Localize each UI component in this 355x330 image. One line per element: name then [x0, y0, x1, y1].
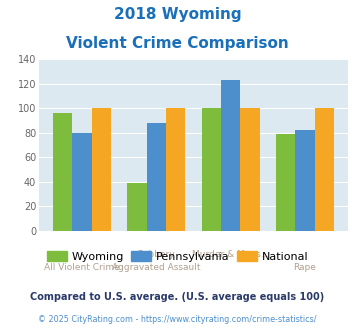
Bar — [92, 109, 111, 231]
Bar — [240, 109, 260, 231]
Bar — [276, 134, 295, 231]
Bar — [295, 130, 315, 231]
Text: Robbery: Robbery — [137, 250, 175, 259]
Bar — [147, 123, 166, 231]
Bar — [221, 80, 240, 231]
Bar — [315, 109, 334, 231]
Bar — [53, 113, 72, 231]
Bar — [166, 109, 185, 231]
Bar — [202, 109, 221, 231]
Text: Murder & Mans...: Murder & Mans... — [192, 250, 269, 259]
Text: Violent Crime Comparison: Violent Crime Comparison — [66, 36, 289, 51]
Bar — [72, 133, 92, 231]
Text: Rape: Rape — [294, 263, 316, 272]
Text: Aggravated Assault: Aggravated Assault — [112, 263, 201, 272]
Text: Compared to U.S. average. (U.S. average equals 100): Compared to U.S. average. (U.S. average … — [31, 292, 324, 302]
Text: All Violent Crime: All Violent Crime — [44, 263, 120, 272]
Text: © 2025 CityRating.com - https://www.cityrating.com/crime-statistics/: © 2025 CityRating.com - https://www.city… — [38, 315, 317, 324]
Text: 2018 Wyoming: 2018 Wyoming — [114, 7, 241, 21]
Legend: Wyoming, Pennsylvania, National: Wyoming, Pennsylvania, National — [42, 247, 313, 267]
Bar — [127, 183, 147, 231]
